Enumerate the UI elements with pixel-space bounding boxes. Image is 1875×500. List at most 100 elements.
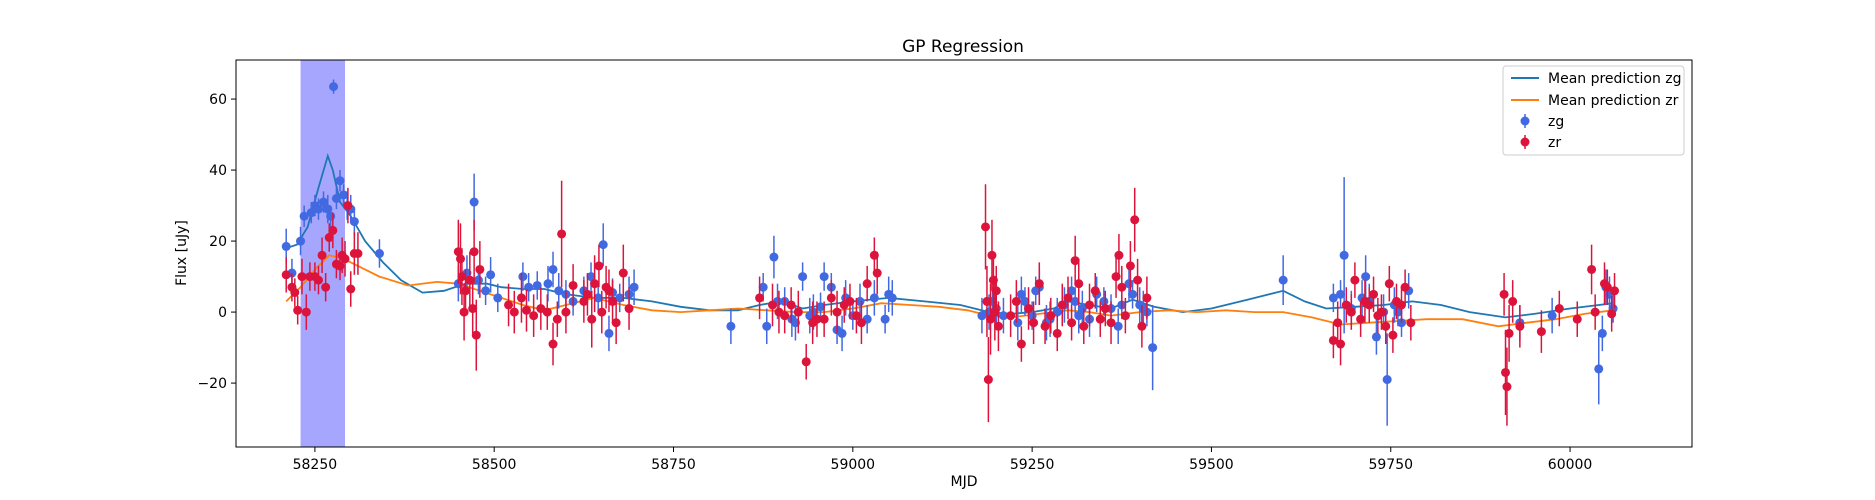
legend: Mean prediction zg Mean prediction zr zg… xyxy=(1502,65,1685,156)
data-point-zg xyxy=(1070,287,1080,316)
data-point-zr xyxy=(1114,233,1124,277)
data-point-zg xyxy=(887,280,897,316)
x-tick-label: 60000 xyxy=(1548,457,1593,473)
data-point-zg xyxy=(762,308,772,345)
data-point-zg xyxy=(486,257,496,293)
data-point-zr xyxy=(516,273,526,323)
data-point-zr xyxy=(343,187,353,224)
data-point-zg xyxy=(604,315,614,352)
data-point-zr xyxy=(851,297,861,334)
data-point-zg xyxy=(598,223,608,266)
data-point-zr xyxy=(608,280,618,323)
data-point-zr xyxy=(1369,276,1379,313)
data-point-zr xyxy=(346,271,356,307)
data-point-zg xyxy=(998,297,1008,334)
data-point-zr xyxy=(461,269,471,313)
data-point-zg xyxy=(1547,297,1557,334)
data-point-zr xyxy=(981,184,991,270)
data-point-zr xyxy=(1504,304,1514,362)
data-point-zr xyxy=(552,301,562,337)
data-point-zr xyxy=(557,180,567,288)
data-point-zg xyxy=(615,283,625,313)
data-point-zr xyxy=(594,244,604,288)
data-point-zg xyxy=(1594,333,1604,405)
data-point-zr xyxy=(1607,296,1617,332)
legend-box xyxy=(1502,65,1685,156)
data-point-zr xyxy=(1067,304,1077,341)
x-tick-label: 58250 xyxy=(293,457,338,473)
data-point-zg xyxy=(1113,308,1123,345)
data-point-zg xyxy=(1016,276,1026,313)
legend-label-zg-points: zg xyxy=(1548,114,1564,130)
data-point-zr xyxy=(1034,262,1044,305)
data-point-zr xyxy=(611,301,621,345)
data-point-zr xyxy=(1376,294,1386,330)
data-point-zg xyxy=(532,271,542,300)
data-point-zg xyxy=(977,297,987,334)
data-point-zr xyxy=(1074,262,1084,305)
y-tick-label: 0 xyxy=(218,305,227,321)
data-point-zr xyxy=(832,290,842,334)
data-point-zg xyxy=(1382,333,1392,426)
y-tick-label: 60 xyxy=(209,92,227,108)
data-point-zr xyxy=(1536,310,1546,353)
data-point-zg xyxy=(1128,280,1138,309)
data-point-zg xyxy=(554,273,564,309)
x-tick-label: 58750 xyxy=(651,457,696,473)
data-point-zr xyxy=(475,241,485,298)
data-point-zg xyxy=(331,187,341,210)
x-tick-label: 59000 xyxy=(831,457,876,473)
data-point-zr xyxy=(587,290,597,348)
data-point-zr xyxy=(353,232,363,275)
data-point-zr xyxy=(297,258,307,295)
data-point-zr xyxy=(328,212,338,249)
series-zr xyxy=(281,180,1620,426)
data-point-zg xyxy=(726,308,736,345)
data-point-zr xyxy=(313,265,323,295)
y-tick-label: 20 xyxy=(209,234,227,250)
data-point-zr xyxy=(826,280,836,316)
data-point-zr xyxy=(624,287,634,330)
data-point-zg xyxy=(1336,280,1346,309)
data-point-zr xyxy=(767,283,777,327)
data-point-zr xyxy=(793,290,803,334)
legend-label-zr-points: zr xyxy=(1548,135,1561,151)
data-point-zr xyxy=(1117,265,1127,309)
data-point-zr xyxy=(509,290,519,334)
data-point-zr xyxy=(1142,276,1152,320)
data-point-zg xyxy=(816,292,826,321)
data-point-zr xyxy=(780,297,790,334)
data-point-zg xyxy=(335,170,345,192)
data-point-zg xyxy=(313,198,323,220)
data-point-zr xyxy=(1381,308,1391,345)
data-point-zr xyxy=(281,257,291,293)
data-point-zr xyxy=(290,278,300,307)
data-point-zr xyxy=(786,287,796,323)
y-tick-label: 40 xyxy=(209,163,227,179)
y-axis: −20 0 20 40 60 xyxy=(197,92,236,392)
data-point-zr xyxy=(1515,304,1525,348)
data-point-zr xyxy=(1610,273,1620,309)
data-point-zr xyxy=(542,294,552,330)
data-point-zr xyxy=(1336,322,1346,366)
data-point-zr xyxy=(1554,290,1564,327)
data-point-zg xyxy=(593,283,603,313)
data-point-zr xyxy=(1125,241,1135,291)
data-point-zr xyxy=(801,344,811,380)
plot-area xyxy=(281,60,1620,447)
data-point-zr xyxy=(468,283,478,334)
x-tick-label: 58500 xyxy=(472,457,517,473)
data-point-zg xyxy=(880,304,890,334)
data-point-zr xyxy=(1106,301,1116,345)
data-point-zr xyxy=(1502,347,1512,426)
data-point-zr xyxy=(582,273,592,316)
data-point-zr xyxy=(1079,308,1089,345)
data-point-zr xyxy=(1040,308,1050,345)
x-axis: 58250 58500 58750 59000 59250 59500 59750 60000 xyxy=(293,447,1593,473)
data-point-zr xyxy=(568,264,578,307)
data-point-zr xyxy=(579,280,589,323)
data-point-zr xyxy=(1029,301,1039,345)
data-point-zr xyxy=(1133,258,1143,302)
data-point-zr xyxy=(1397,287,1407,323)
